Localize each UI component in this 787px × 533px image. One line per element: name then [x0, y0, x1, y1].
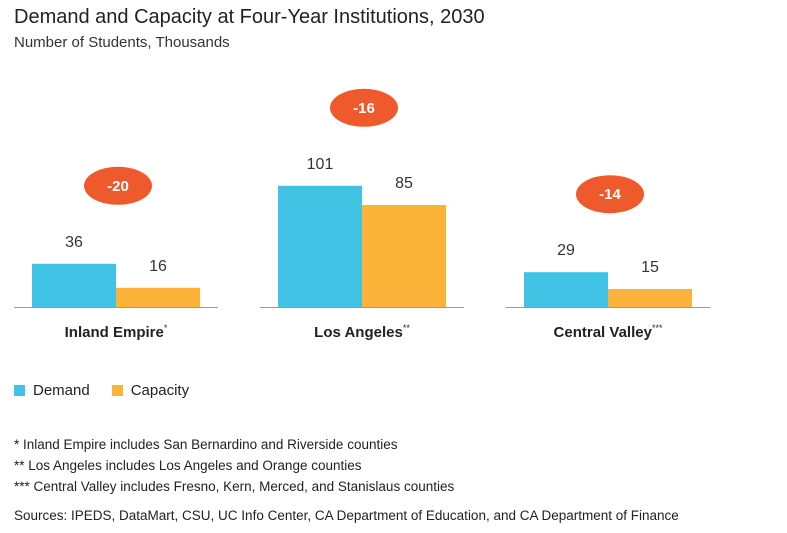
- gap-label-central-valley: -14: [599, 186, 621, 203]
- chart-title: Demand and Capacity at Four-Year Institu…: [14, 6, 485, 28]
- category-label-los-angeles: Los Angeles**: [314, 323, 410, 341]
- bar-los-angeles-demand: [278, 185, 362, 307]
- bar-inland-empire-demand: [32, 263, 116, 307]
- gap-badge-los-angeles: [330, 88, 398, 127]
- gap-badge-central-valley: [576, 175, 644, 214]
- data-label-central-valley-demand: 29: [557, 242, 575, 259]
- bar-central-valley-capacity: [608, 289, 692, 307]
- category-label-inland-empire: Inland Empire*: [65, 323, 168, 341]
- source-note: Sources: IPEDS, DataMart, CSU, UC Info C…: [14, 508, 679, 523]
- footnote-central-valley: *** Central Valley includes Fresno, Kern…: [14, 479, 455, 494]
- bar-inland-empire-capacity: [116, 287, 200, 307]
- footnote-inland-empire: * Inland Empire includes San Bernardino …: [14, 437, 398, 452]
- chart-subtitle: Number of Students, Thousands: [14, 34, 230, 51]
- data-label-los-angeles-demand: 101: [307, 156, 334, 173]
- legend-item-capacity: Capacity: [111, 382, 190, 399]
- bar-central-valley-demand: [524, 272, 608, 307]
- gap-badge-inland-empire: [84, 166, 152, 205]
- category-label-central-valley: Central Valley***: [554, 323, 663, 341]
- legend-swatch-capacity: [111, 385, 123, 396]
- data-label-inland-empire-demand: 36: [65, 234, 83, 251]
- legend-label-demand: Demand: [33, 382, 90, 399]
- gap-label-los-angeles: -16: [353, 100, 375, 117]
- gap-label-inland-empire: -20: [107, 178, 129, 195]
- legend-label-capacity: Capacity: [130, 382, 190, 399]
- legend: Demand Capacity: [14, 382, 211, 399]
- footnotes: * Inland Empire includes San Bernardino …: [14, 434, 679, 526]
- data-label-inland-empire-capacity: 16: [149, 258, 167, 275]
- bar-chart: 36 16 Inland Empire* -20 101 85 Los Angeles** -…: [14, 88, 710, 341]
- legend-item-demand: Demand: [14, 382, 90, 399]
- legend-swatch-demand: [14, 385, 25, 396]
- bar-los-angeles-capacity: [362, 205, 446, 307]
- footnote-los-angeles: ** Los Angeles includes Los Angeles and …: [14, 458, 362, 473]
- data-label-los-angeles-capacity: 85: [395, 175, 413, 192]
- data-label-central-valley-capacity: 15: [641, 259, 659, 276]
